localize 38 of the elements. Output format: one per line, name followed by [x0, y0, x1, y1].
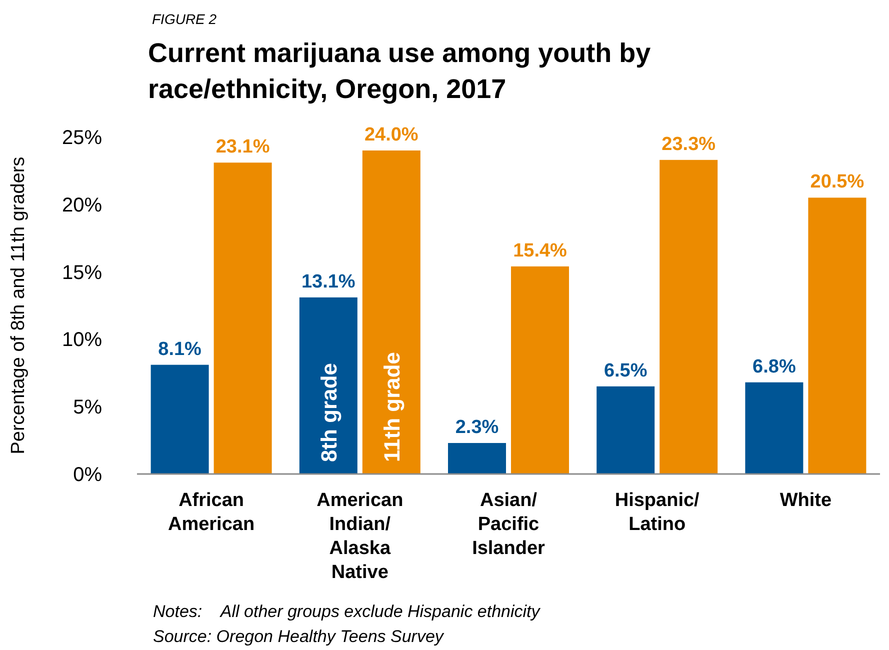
- y-tick-label: 0%: [73, 464, 102, 486]
- text: 8.1%: [158, 338, 202, 360]
- chart-subtitle: FIGURE 2: [152, 11, 217, 27]
- bar: [808, 198, 866, 474]
- series-label: 11th grade: [379, 352, 404, 462]
- bar: [596, 386, 655, 474]
- text: 20.5%: [810, 172, 864, 193]
- bar: [448, 442, 506, 474]
- y-tick-label: 20%: [62, 194, 102, 216]
- bar: [299, 297, 358, 474]
- text: 2.3%: [455, 416, 499, 438]
- text: 23.3%: [662, 134, 716, 155]
- x-tick-label: Hispanic/ Latino: [614, 490, 700, 535]
- y-tick-label: 25%: [62, 127, 102, 149]
- text: 23.1%: [216, 136, 270, 158]
- y-tick-label: 5%: [73, 396, 102, 419]
- bar: [214, 162, 272, 474]
- text: 13.1%: [301, 271, 356, 292]
- text: 24.0%: [364, 124, 418, 146]
- bar: [660, 160, 718, 474]
- chart-title: Current marijuana use among youth by race/ethnicity, Oregon, 2017: [148, 38, 651, 104]
- text: Notes: All other groups exclude Hispanic ethnicity: [153, 602, 542, 621]
- x-tick-label: White: [780, 490, 832, 511]
- text: 15.4%: [513, 240, 567, 262]
- y-tick-label: 10%: [62, 329, 102, 352]
- text: 6.8%: [752, 356, 796, 378]
- x-tick-label: American Indian/ Alaska Native: [316, 490, 404, 583]
- bar: [745, 382, 804, 474]
- x-tick-label: Asian/ Pacific Islander: [472, 490, 546, 559]
- source-note: Source: Oregon Healthy Teens Survey: [153, 627, 445, 646]
- bar: [511, 266, 569, 474]
- series-label: 8th grade: [316, 362, 342, 462]
- bar: [150, 364, 209, 474]
- x-tick-label: African American: [168, 490, 255, 535]
- text: 6.5%: [604, 360, 648, 382]
- y-tick-label: 15%: [62, 262, 102, 284]
- bar: [362, 150, 420, 474]
- y-axis-title: Percentage of 8th and 11th graders: [8, 156, 29, 454]
